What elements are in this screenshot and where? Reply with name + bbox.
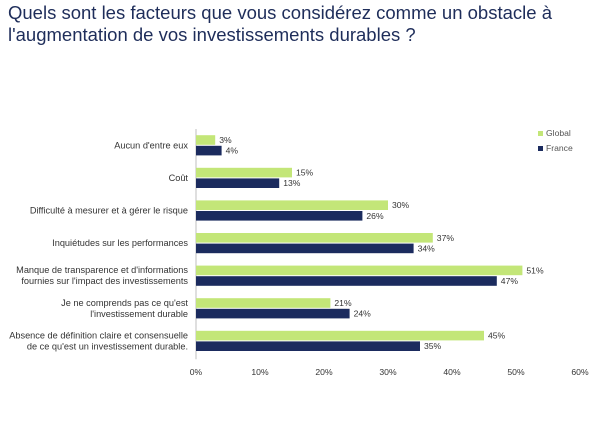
data-label: 45% [488, 331, 506, 341]
x-tick-label: 40% [443, 367, 461, 377]
bar [196, 341, 420, 351]
bar [196, 135, 216, 145]
bar [196, 145, 222, 156]
bar [196, 178, 280, 188]
legend-label: France [546, 143, 573, 153]
bar [196, 265, 523, 276]
category-label: Difficulté à mesurer et à gérer le risqu… [30, 206, 188, 216]
bar [196, 233, 433, 243]
data-label: 51% [526, 265, 544, 275]
data-label: 34% [418, 243, 436, 253]
data-label: 15% [296, 168, 314, 178]
bar [196, 243, 414, 254]
bar [196, 298, 331, 308]
data-label: 47% [501, 276, 519, 286]
data-label: 3% [219, 135, 232, 145]
category-label: Coût [169, 173, 189, 183]
x-tick-label: 30% [379, 367, 397, 377]
x-tick-label: 20% [315, 367, 333, 377]
category-label: l'investissement durable [90, 309, 188, 319]
data-label: 24% [354, 309, 372, 319]
x-tick-label: 60% [571, 367, 589, 377]
legend-swatch [538, 131, 543, 136]
bar [196, 330, 484, 341]
data-label: 21% [334, 298, 352, 308]
category-label: Inquiétudes sur les performances [52, 238, 188, 248]
category-label: Aucun d'entre eux [114, 140, 188, 150]
bar [196, 211, 363, 221]
bar [196, 308, 350, 319]
chart-title: Quels sont les facteurs que vous considé… [8, 2, 552, 45]
category-label: fournies sur l'impact des investissement… [21, 276, 188, 286]
category-label: Manque de transparence et d'informations [16, 265, 188, 275]
bar [196, 200, 388, 210]
data-label: 30% [392, 200, 410, 210]
x-tick-label: 50% [507, 367, 525, 377]
category-label: de ce qu'est un investissement durable. [27, 341, 188, 351]
bar [196, 276, 497, 286]
data-label: 26% [366, 211, 384, 221]
category-label: Je ne comprends pas ce qu'est [61, 298, 188, 308]
x-tick-label: 0% [190, 367, 203, 377]
bar [196, 167, 292, 178]
data-label: 13% [283, 178, 301, 188]
x-tick-label: 10% [251, 367, 269, 377]
data-label: 35% [424, 341, 442, 351]
legend-swatch [538, 146, 543, 151]
data-label: 37% [437, 233, 455, 243]
legend-label: Global [546, 128, 571, 138]
data-label: 4% [226, 146, 239, 156]
category-label: Absence de définition claire et consensu… [9, 330, 188, 340]
